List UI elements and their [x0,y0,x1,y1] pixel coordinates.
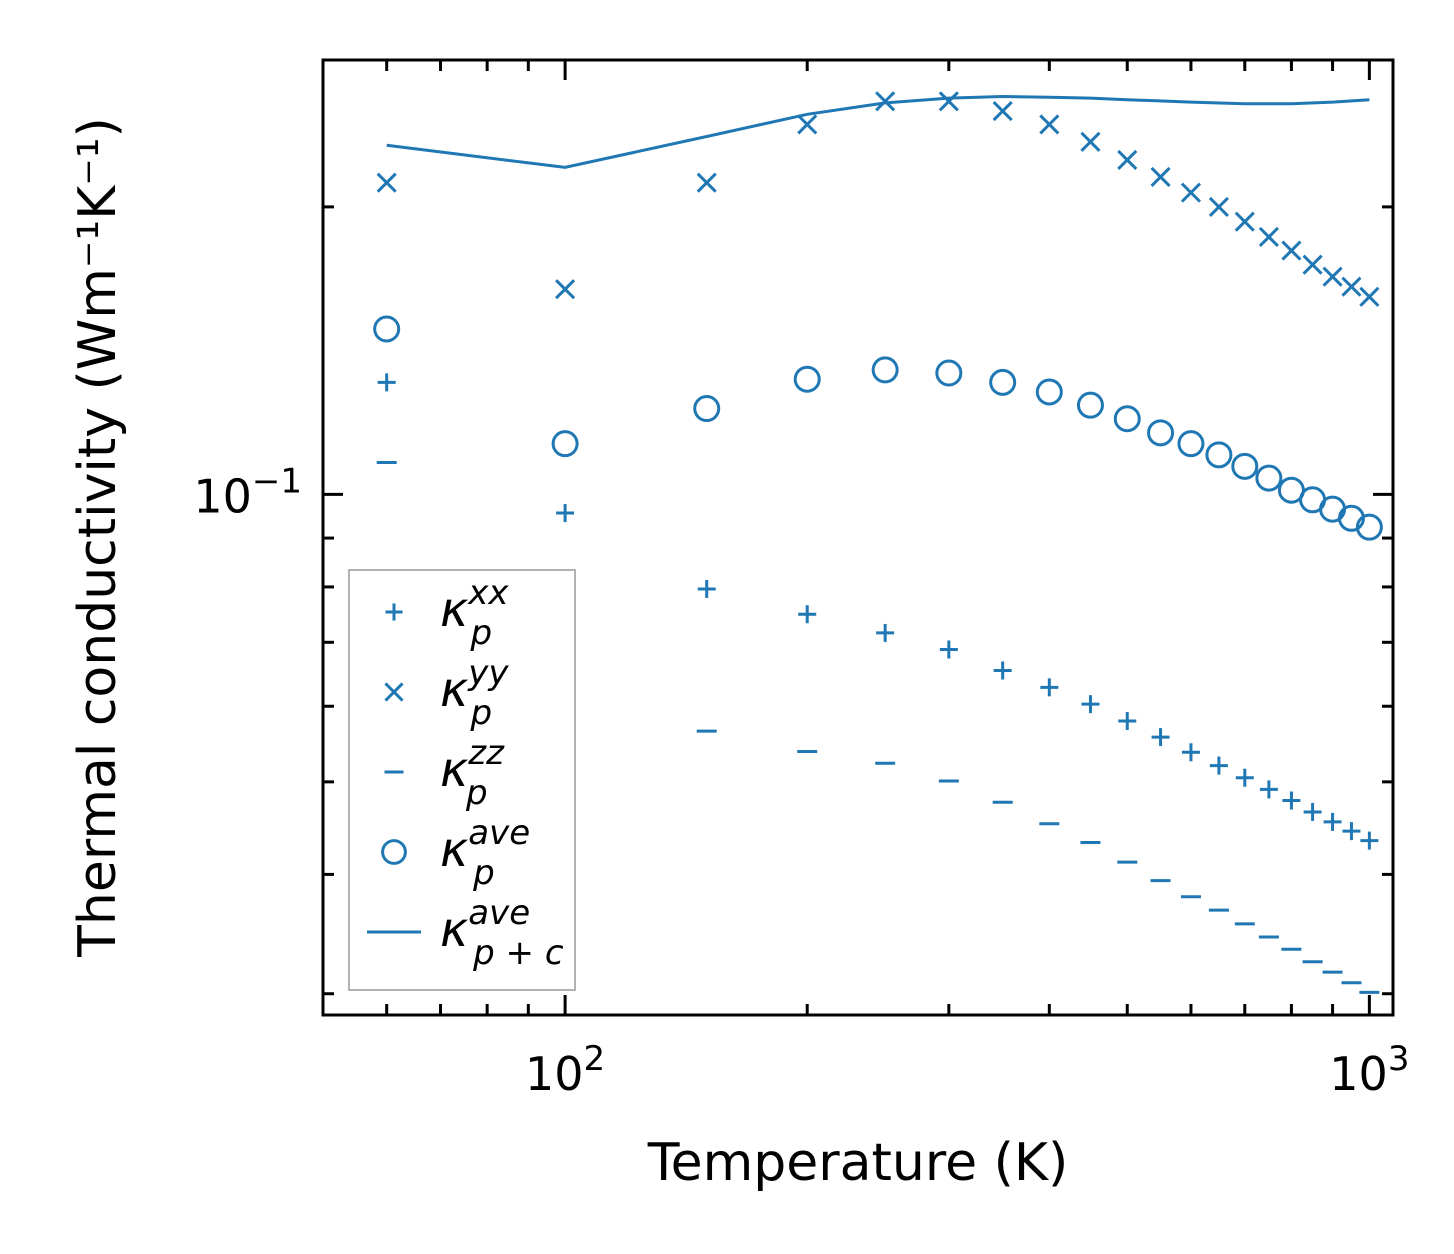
plot-frame [321,58,1395,1017]
data-point [373,315,401,343]
data-point [1282,791,1301,810]
tick-labels: 102 103 10−1 [193,461,1409,1101]
legend-entry: κave p [381,813,530,893]
series-kappa_p^ave [373,315,1383,541]
legend-label: κyy p [440,653,509,733]
data-point [1342,822,1361,841]
data-point [1355,513,1383,541]
legend-label: κave p [440,813,530,893]
data-point [793,365,821,393]
data-point [693,395,721,423]
data-point [1303,802,1322,821]
data-point [1035,378,1063,406]
axis-ticks [321,60,1393,1015]
data-point [697,580,716,599]
data-point [1147,419,1175,447]
data-point [1259,780,1278,799]
data-point [1181,743,1200,762]
data-point [797,114,818,135]
data-point [376,172,397,193]
data-point [876,623,895,642]
legend-label: κzz p [440,733,505,813]
data-point [1081,695,1100,714]
data-point [1180,182,1202,203]
data-point [1076,391,1104,419]
legend-entry: κyy p [384,653,509,733]
data-point [1039,114,1060,135]
legend-entry: κave p + c [367,893,564,973]
data-point [992,100,1013,122]
legend-marker [385,603,403,621]
data-point [1341,276,1362,297]
series-kappa_p^xx [377,373,1379,850]
data-point [798,605,817,624]
x-tick-label: 103 [1329,1039,1409,1101]
data-point [1040,678,1059,697]
data-point [1302,254,1323,275]
data-point [556,504,575,523]
data-point [1113,405,1141,433]
data-point [1231,452,1259,480]
series-line [386,94,1370,169]
data-point [1235,768,1254,787]
data-point [935,359,963,387]
data-point [1150,166,1171,187]
data-point [939,640,958,659]
data-point [1177,430,1205,458]
legend-marker [384,682,404,702]
data-point [1118,712,1137,731]
data-point [1208,196,1229,217]
series-kappa_p^zz [376,460,1380,994]
data-point [871,356,899,384]
data-point [875,91,896,112]
data-point [993,661,1012,680]
data-point [1205,441,1233,469]
data-point [1209,756,1228,775]
data-point [938,91,959,112]
data-point [1258,226,1279,248]
x-axis-title: Temperature (K) [647,1133,1069,1193]
data-point [1322,266,1343,287]
series-kappa_p+c^ave [386,94,1370,169]
legend-label: κxx p [440,573,509,653]
legend-entry: κxx p [385,573,509,653]
x-tick-label: 102 [525,1039,605,1101]
data-point [555,279,576,300]
data-point [1234,211,1255,232]
legend-marker [381,839,407,865]
data-point [551,430,579,458]
data-point [1281,240,1302,261]
plot-area [373,91,1383,994]
legend-entry: κzz p [384,733,505,813]
series-kappa_p^yy [376,91,1380,307]
data-point [1080,131,1101,152]
legend-label: κave p + c [440,893,564,973]
data-point [1360,831,1379,850]
data-point [1117,149,1138,170]
data-point [1323,812,1342,831]
data-point [989,368,1017,396]
data-point [1151,728,1170,747]
legend-box [348,569,576,991]
y-tick-label: 10−1 [193,461,302,523]
data-point [377,373,396,392]
data-point [1255,464,1283,492]
data-point [696,172,717,193]
data-point [1359,286,1380,307]
y-axis-title: Thermal conductivity (Wm⁻¹K⁻¹) [68,117,128,958]
